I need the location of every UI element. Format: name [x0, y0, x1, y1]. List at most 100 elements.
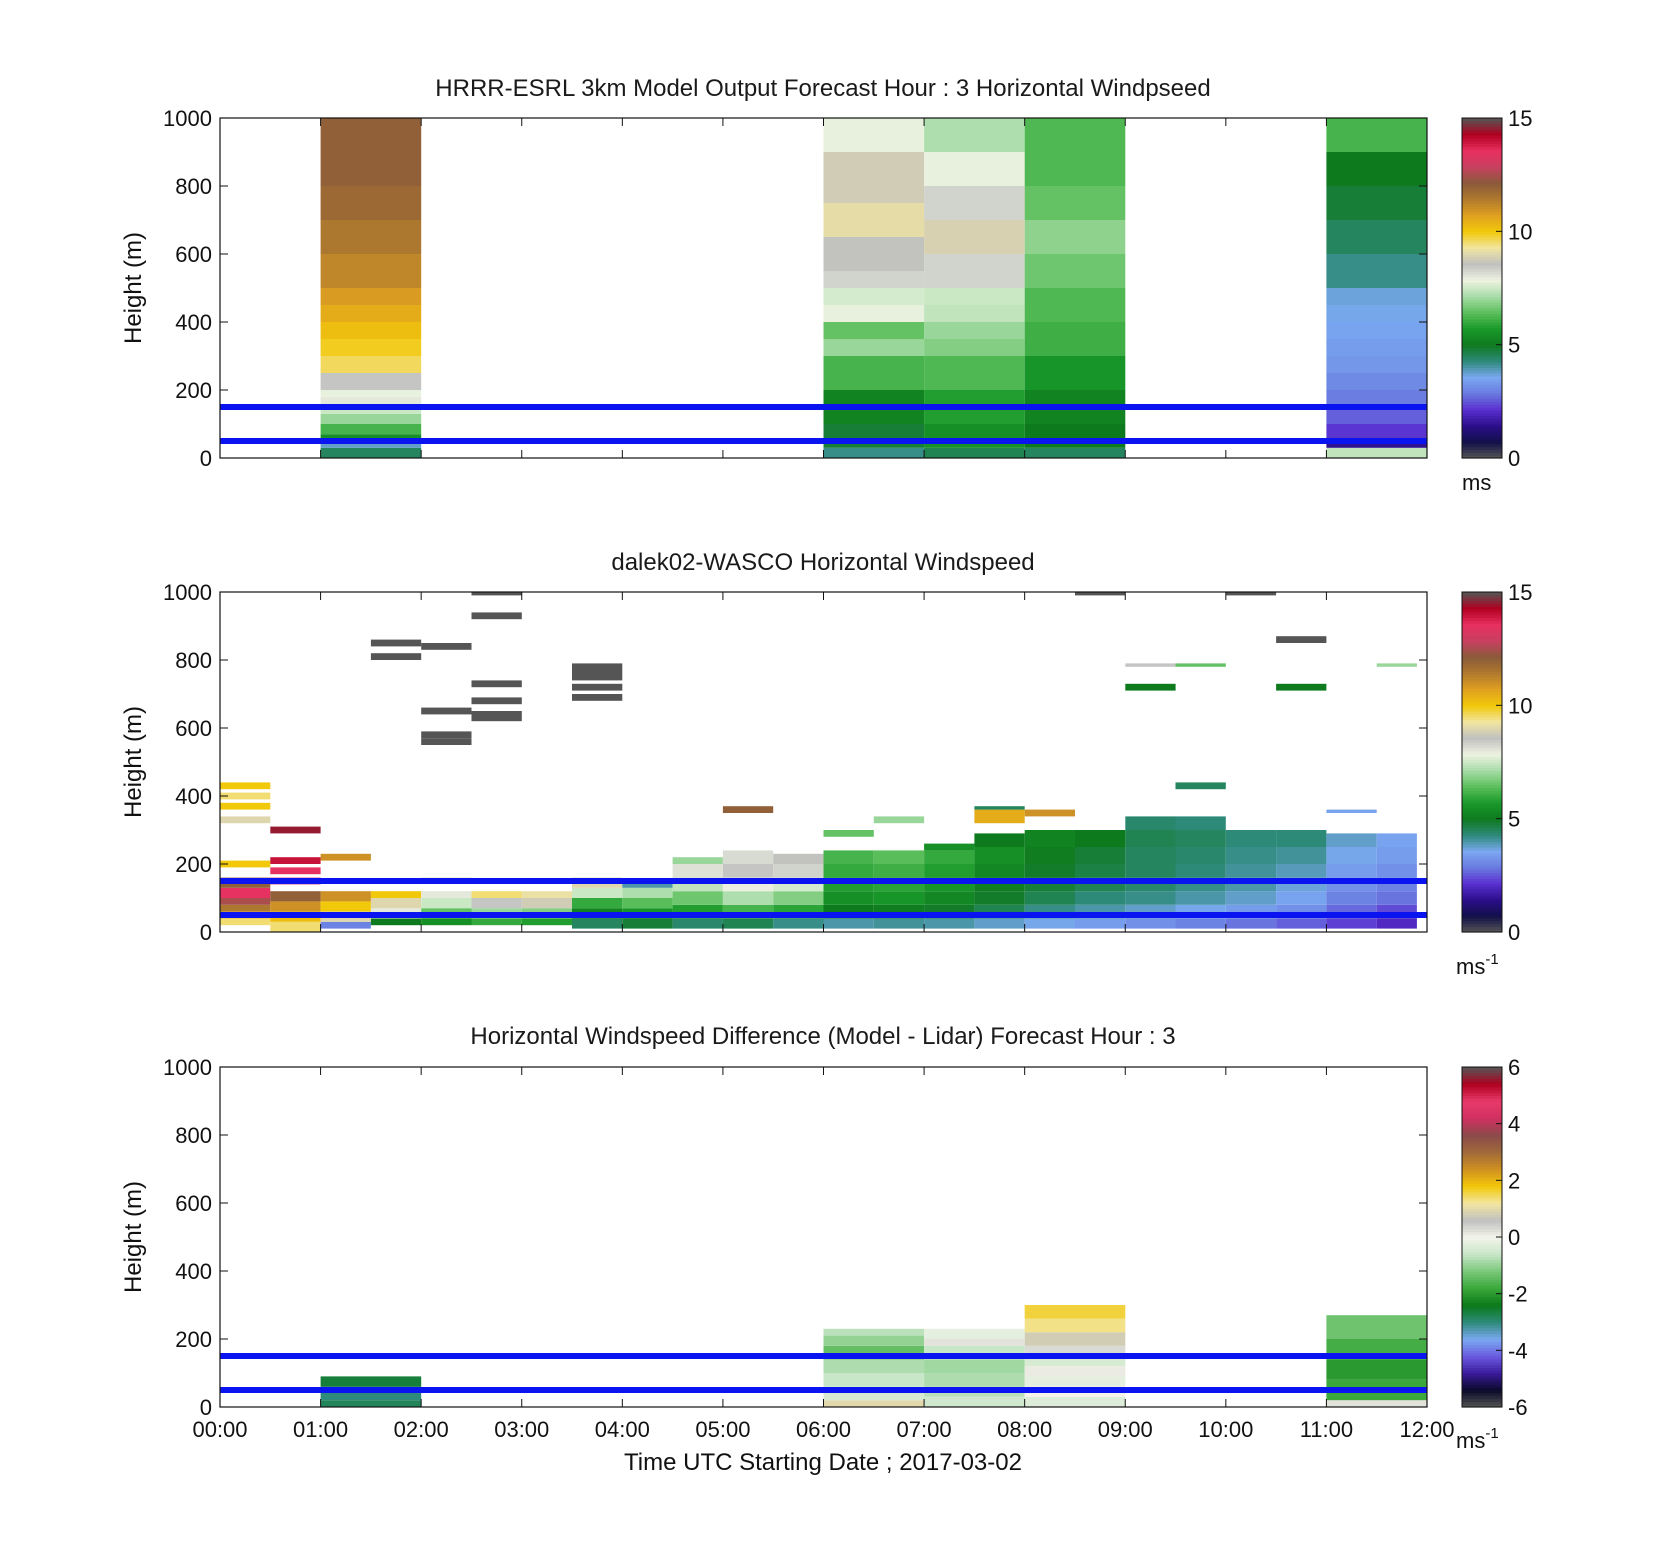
colorbar-swatch [1462, 208, 1502, 213]
heatmap-cell [471, 612, 522, 620]
data-column [924, 118, 1025, 458]
heatmap-cell [823, 918, 874, 929]
colorbar-swatch [1462, 1152, 1502, 1156]
heatmap-cell [1276, 864, 1327, 878]
colorbar-swatch [1462, 435, 1502, 439]
colorbar-swatch [1462, 597, 1502, 602]
heatmap-cell [1024, 1305, 1126, 1319]
colorbar-swatch [1462, 1188, 1502, 1193]
heatmap-cell [1024, 864, 1075, 878]
heatmap-cell [1276, 847, 1327, 864]
heatmap-cell [1326, 1315, 1427, 1339]
colorbar-swatch [1462, 1350, 1502, 1354]
colorbar-swatch [1462, 1154, 1502, 1159]
colorbar-frame [1461, 117, 1503, 459]
colorbar-swatch [1462, 1194, 1502, 1198]
heatmap-cell [1326, 186, 1427, 220]
colorbar-swatch [1462, 1373, 1502, 1377]
colorbar-tick-label: -2 [1508, 1282, 1528, 1307]
colorbar-swatch [1462, 694, 1502, 698]
colorbar-swatch [1462, 194, 1502, 198]
colorbar-swatch [1462, 421, 1502, 425]
heatmap-cell [320, 441, 422, 448]
colorbar-swatch [1462, 855, 1502, 859]
heatmap-cell [320, 288, 422, 305]
heatmap-cell [1024, 891, 1075, 905]
colorbar-swatch [1462, 886, 1502, 891]
colorbar-swatch [1462, 407, 1502, 411]
colorbar-swatch [1462, 756, 1502, 760]
colorbar-swatch [1462, 1132, 1502, 1136]
heatmap-cell [471, 891, 522, 898]
heatmap-cell [471, 680, 522, 688]
x-tick-label: 02:00 [394, 1417, 449, 1442]
colorbar-swatch [1462, 157, 1502, 162]
heatmap-cell [1326, 447, 1427, 458]
colorbar-swatch [1462, 299, 1502, 303]
colorbar-swatch [1462, 1092, 1502, 1096]
y-tick-label: 200 [175, 378, 212, 403]
colorbar-swatch [1462, 665, 1502, 670]
heatmap-cell [220, 898, 271, 905]
colorbar-swatch [1462, 915, 1502, 919]
colorbar-swatch [1462, 631, 1502, 636]
colorbar-swatch [1462, 1401, 1502, 1405]
colorbar-swatch [1462, 1239, 1502, 1244]
data-column [1326, 1315, 1427, 1407]
panel-lidar: dalek02-WASCO Horizontal Windspeed 0 200 4… [120, 549, 1532, 979]
panel-title: HRRR-ESRL 3km Model Output Forecast Hour… [435, 75, 1210, 102]
colorbar-swatch [1462, 1186, 1502, 1190]
colorbar-swatch [1462, 796, 1502, 800]
colorbar-swatch [1462, 881, 1502, 885]
colorbar-swatch [1462, 682, 1502, 687]
colorbar-swatch [1462, 713, 1502, 718]
colorbar-swatch [1462, 827, 1502, 831]
heatmap-cell [1326, 356, 1427, 373]
colorbar-tick-label: 0 [1508, 1225, 1520, 1250]
colorbar-swatch [1462, 177, 1502, 181]
colorbar-swatch [1462, 305, 1502, 309]
colorbar-swatch [1462, 1217, 1502, 1221]
colorbar-swatch [1462, 183, 1502, 187]
x-axis [219, 592, 1428, 932]
colorbar-swatch [1462, 1256, 1502, 1261]
heatmap-cell [1326, 305, 1427, 322]
colorbar-swatch [1462, 926, 1502, 930]
x-tick-label: 05:00 [695, 1417, 750, 1442]
colorbar-swatch [1462, 753, 1502, 757]
heatmap-cell [1024, 1366, 1126, 1377]
colorbar-swatch [1462, 787, 1502, 791]
colorbar-swatch [1462, 1251, 1502, 1255]
colorbar-swatch [1462, 747, 1502, 752]
heatmap-cell [672, 891, 723, 905]
heatmap-cell [823, 1335, 925, 1346]
colorbar-swatch [1462, 603, 1502, 607]
colorbar-swatch [1462, 705, 1502, 709]
heatmap-cell [270, 921, 321, 932]
colorbar-swatch [1462, 225, 1502, 230]
colorbar-swatch [1462, 1203, 1502, 1207]
heatmap-cell [823, 850, 874, 864]
colorbar-swatch [1462, 1279, 1502, 1283]
colorbar-swatch [1462, 302, 1502, 306]
colorbar-swatch [1462, 174, 1502, 179]
colorbar-swatch [1462, 126, 1502, 130]
heatmap-cell [421, 707, 472, 715]
colorbar-swatch [1462, 1067, 1502, 1071]
heatmap-cell [1125, 891, 1176, 905]
x-tick-label: 12:00 [1399, 1417, 1454, 1442]
colorbar-swatch [1462, 220, 1502, 224]
colorbar-swatch [1462, 1106, 1502, 1111]
heatmap-cell [974, 864, 1025, 878]
heatmap-cell [1024, 447, 1126, 458]
colorbar-swatch [1462, 1262, 1502, 1266]
colorbar-swatch [1462, 307, 1502, 312]
colorbar-swatch [1462, 1237, 1502, 1241]
colorbar-swatch [1462, 160, 1502, 164]
colorbar-swatch [1462, 1208, 1502, 1213]
heatmap-cell [823, 1359, 925, 1373]
colorbar-swatch [1462, 268, 1502, 272]
heatmap-cell [1326, 373, 1427, 390]
colorbar-swatch [1462, 1339, 1502, 1343]
colorbar-swatch [1462, 784, 1502, 789]
